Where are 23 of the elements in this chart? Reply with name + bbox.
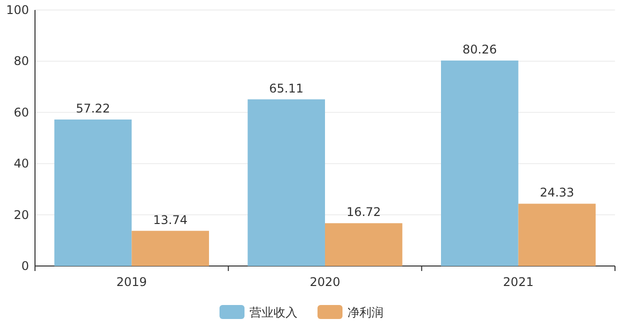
data-label: 80.26 <box>462 42 497 57</box>
legend-label: 营业收入 <box>250 306 298 320</box>
legend-label: 净利润 <box>348 306 384 320</box>
bar <box>518 204 596 266</box>
y-tick-label: 100 <box>6 3 29 17</box>
bar <box>132 230 209 266</box>
data-label: 65.11 <box>269 81 304 96</box>
y-tick-label: 60 <box>14 105 29 120</box>
y-tick-label: 80 <box>14 54 29 68</box>
data-label: 13.74 <box>153 212 188 227</box>
y-tick-label: 40 <box>14 156 29 171</box>
bar <box>441 60 518 266</box>
x-tick-label: 2020 <box>310 275 340 289</box>
y-tick-label: 20 <box>14 208 29 222</box>
data-label: 57.22 <box>76 102 110 116</box>
bar <box>325 223 402 266</box>
x-tick-label: 2021 <box>503 275 534 289</box>
data-label: 24.33 <box>540 186 574 200</box>
x-tick-label: 2019 <box>116 275 147 289</box>
bar <box>54 120 132 266</box>
y-tick-label: 0 <box>21 259 29 273</box>
data-label: 16.72 <box>346 205 381 220</box>
bar <box>248 99 325 266</box>
